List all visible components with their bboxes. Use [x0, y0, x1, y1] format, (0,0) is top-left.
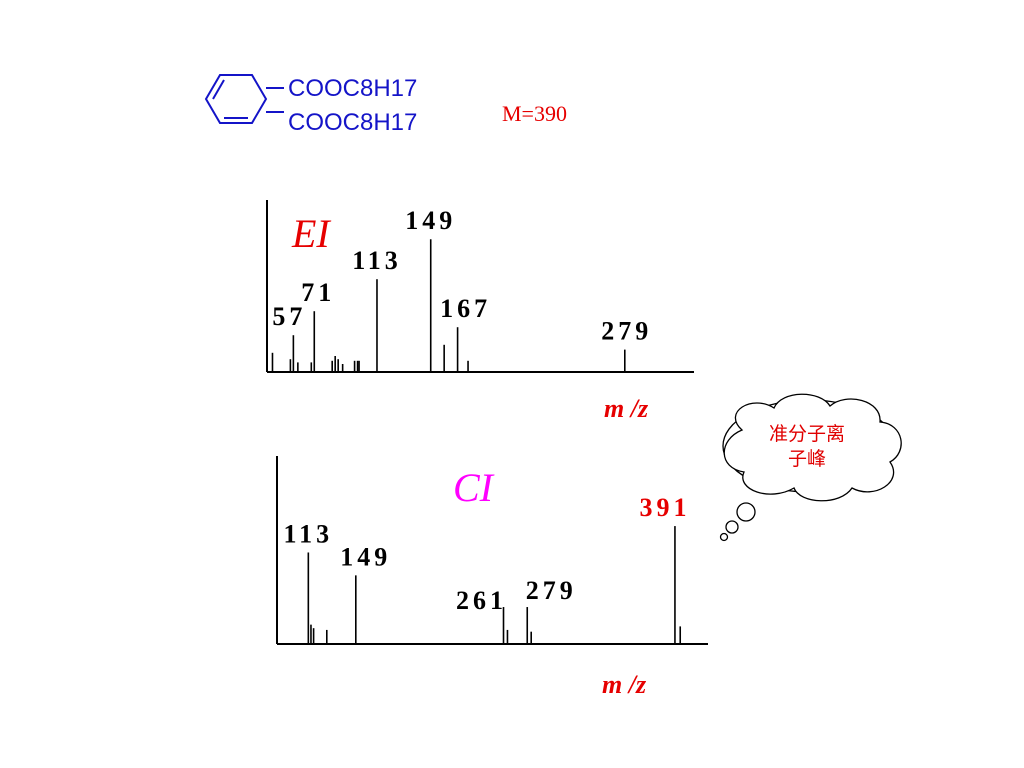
peak-label: 167 [440, 294, 491, 323]
peak-label: 149 [340, 542, 391, 571]
callout-line-1: 准分子离 [768, 423, 845, 445]
callout-cloud-icon [719, 393, 902, 542]
molecular-weight-label: M=390 [502, 101, 567, 126]
peak-label: 279 [526, 576, 577, 605]
substituent-bottom-label: COOC8H17 [288, 109, 418, 136]
ci-chart-title: CI [453, 465, 493, 510]
peak-label: 113 [284, 519, 334, 548]
callout-text: 准分子离 子峰 [737, 422, 877, 471]
benzene-ring-icon [204, 74, 284, 124]
ei-xaxis-label: m /z [604, 394, 649, 423]
callout-line-2: 子峰 [787, 447, 826, 470]
peak-label: 261 [456, 586, 507, 615]
ei-chart-title: EI [292, 211, 330, 256]
peak-label: 113 [352, 246, 402, 275]
peak-label: 71 [301, 278, 335, 307]
peak-label: 57 [272, 302, 306, 331]
substituent-top-label: COOC8H17 [288, 75, 418, 102]
ci-xaxis-label: m /z [602, 670, 647, 699]
peak-label: 149 [405, 206, 456, 235]
peak-label: 279 [601, 317, 652, 346]
peak-label: 391 [639, 493, 690, 522]
